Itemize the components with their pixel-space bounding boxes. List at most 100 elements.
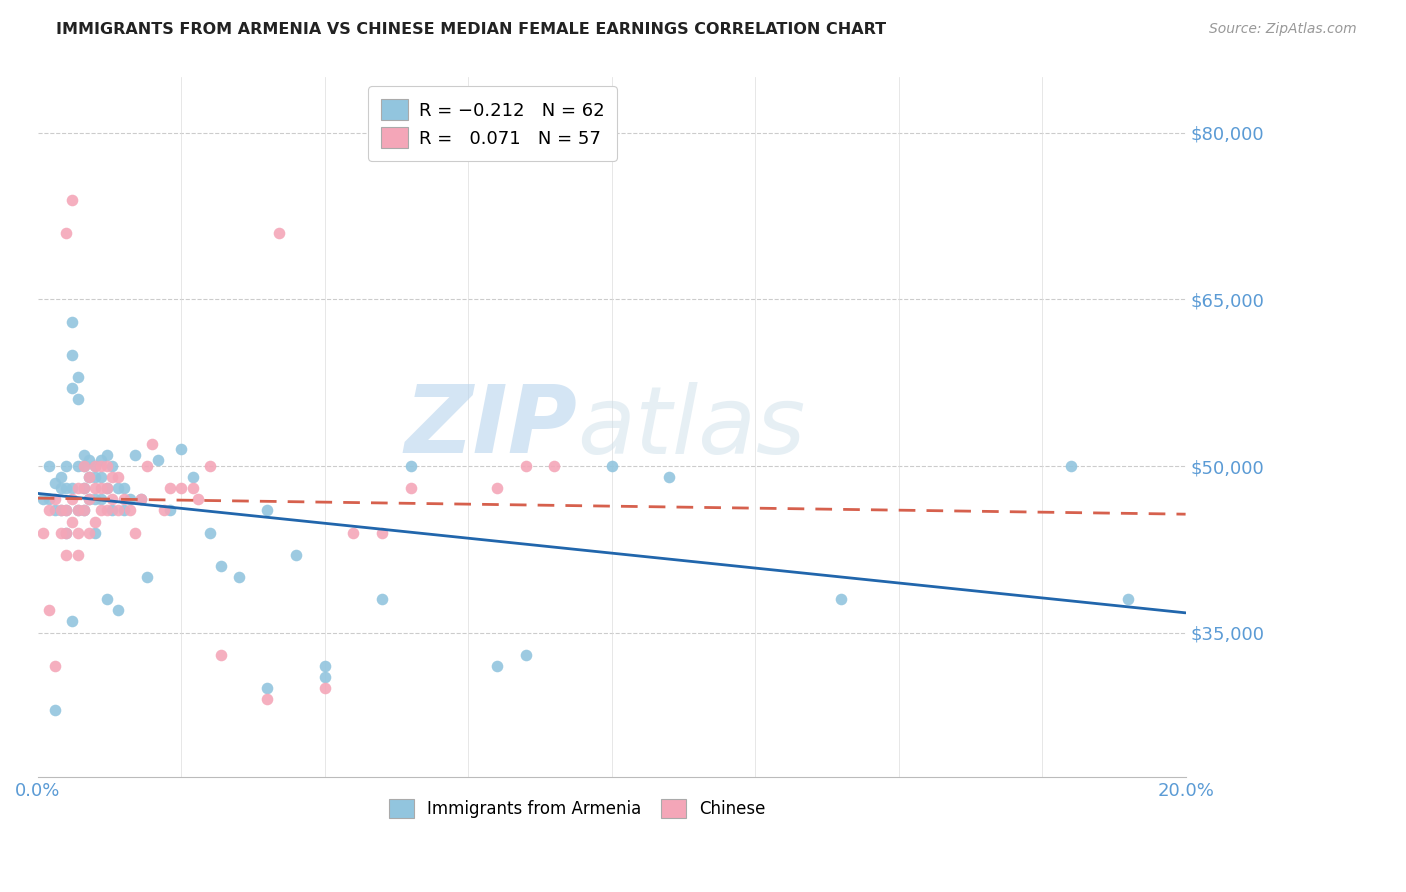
Point <box>66 525 89 540</box>
Point <box>198 525 221 540</box>
Point <box>600 458 623 473</box>
Point <box>79 470 101 484</box>
Point <box>148 453 170 467</box>
Point <box>267 226 290 240</box>
Point <box>107 481 129 495</box>
Point <box>38 603 60 617</box>
Point <box>44 475 66 490</box>
Point <box>79 492 101 507</box>
Point <box>96 503 118 517</box>
Point <box>84 470 107 484</box>
Point <box>90 503 112 517</box>
Point <box>79 525 101 540</box>
Point <box>72 503 94 517</box>
Point <box>170 481 193 495</box>
Point <box>55 458 77 473</box>
Point <box>66 370 89 384</box>
Point <box>112 503 135 517</box>
Point <box>371 592 394 607</box>
Point <box>60 515 83 529</box>
Point <box>96 448 118 462</box>
Point <box>49 525 72 540</box>
Text: ZIP: ZIP <box>405 381 578 473</box>
Point <box>101 492 124 507</box>
Point <box>209 648 232 662</box>
Point <box>129 492 152 507</box>
Point <box>32 525 55 540</box>
Point <box>84 481 107 495</box>
Point <box>485 658 508 673</box>
Point <box>118 492 141 507</box>
Point <box>285 548 308 562</box>
Point <box>60 315 83 329</box>
Point <box>72 458 94 473</box>
Point <box>515 458 537 473</box>
Point <box>256 692 278 706</box>
Point <box>79 492 101 507</box>
Point <box>44 492 66 507</box>
Point <box>66 548 89 562</box>
Point <box>181 470 204 484</box>
Point <box>32 492 55 507</box>
Point <box>112 492 135 507</box>
Point <box>101 458 124 473</box>
Point <box>112 481 135 495</box>
Point <box>399 458 422 473</box>
Point <box>141 437 163 451</box>
Point <box>79 470 101 484</box>
Point <box>44 503 66 517</box>
Point <box>170 442 193 457</box>
Point <box>60 615 83 629</box>
Point <box>38 458 60 473</box>
Point <box>135 570 157 584</box>
Point <box>55 481 77 495</box>
Point <box>101 503 124 517</box>
Point <box>44 703 66 717</box>
Point <box>49 503 72 517</box>
Point <box>84 458 107 473</box>
Point <box>342 525 364 540</box>
Point <box>84 458 107 473</box>
Point <box>371 525 394 540</box>
Point <box>129 492 152 507</box>
Text: IMMIGRANTS FROM ARMENIA VS CHINESE MEDIAN FEMALE EARNINGS CORRELATION CHART: IMMIGRANTS FROM ARMENIA VS CHINESE MEDIA… <box>56 22 886 37</box>
Point <box>72 448 94 462</box>
Point <box>84 515 107 529</box>
Point <box>66 458 89 473</box>
Point <box>159 481 181 495</box>
Point <box>96 481 118 495</box>
Point <box>38 503 60 517</box>
Point <box>658 470 681 484</box>
Point <box>72 503 94 517</box>
Point <box>84 492 107 507</box>
Point <box>107 503 129 517</box>
Point <box>399 481 422 495</box>
Point <box>90 481 112 495</box>
Point <box>1116 592 1139 607</box>
Point <box>209 558 232 573</box>
Point <box>1060 458 1083 473</box>
Point <box>55 503 77 517</box>
Point <box>515 648 537 662</box>
Point <box>49 503 72 517</box>
Point <box>107 470 129 484</box>
Point <box>181 481 204 495</box>
Text: atlas: atlas <box>578 382 806 473</box>
Point <box>60 348 83 362</box>
Point <box>107 603 129 617</box>
Point <box>830 592 852 607</box>
Point <box>38 492 60 507</box>
Point <box>66 392 89 407</box>
Point <box>55 525 77 540</box>
Point <box>49 470 72 484</box>
Point <box>44 658 66 673</box>
Point <box>55 548 77 562</box>
Point <box>543 458 565 473</box>
Point <box>118 503 141 517</box>
Point <box>485 481 508 495</box>
Point <box>60 381 83 395</box>
Point <box>66 503 89 517</box>
Point <box>66 481 89 495</box>
Text: Source: ZipAtlas.com: Source: ZipAtlas.com <box>1209 22 1357 37</box>
Point <box>84 525 107 540</box>
